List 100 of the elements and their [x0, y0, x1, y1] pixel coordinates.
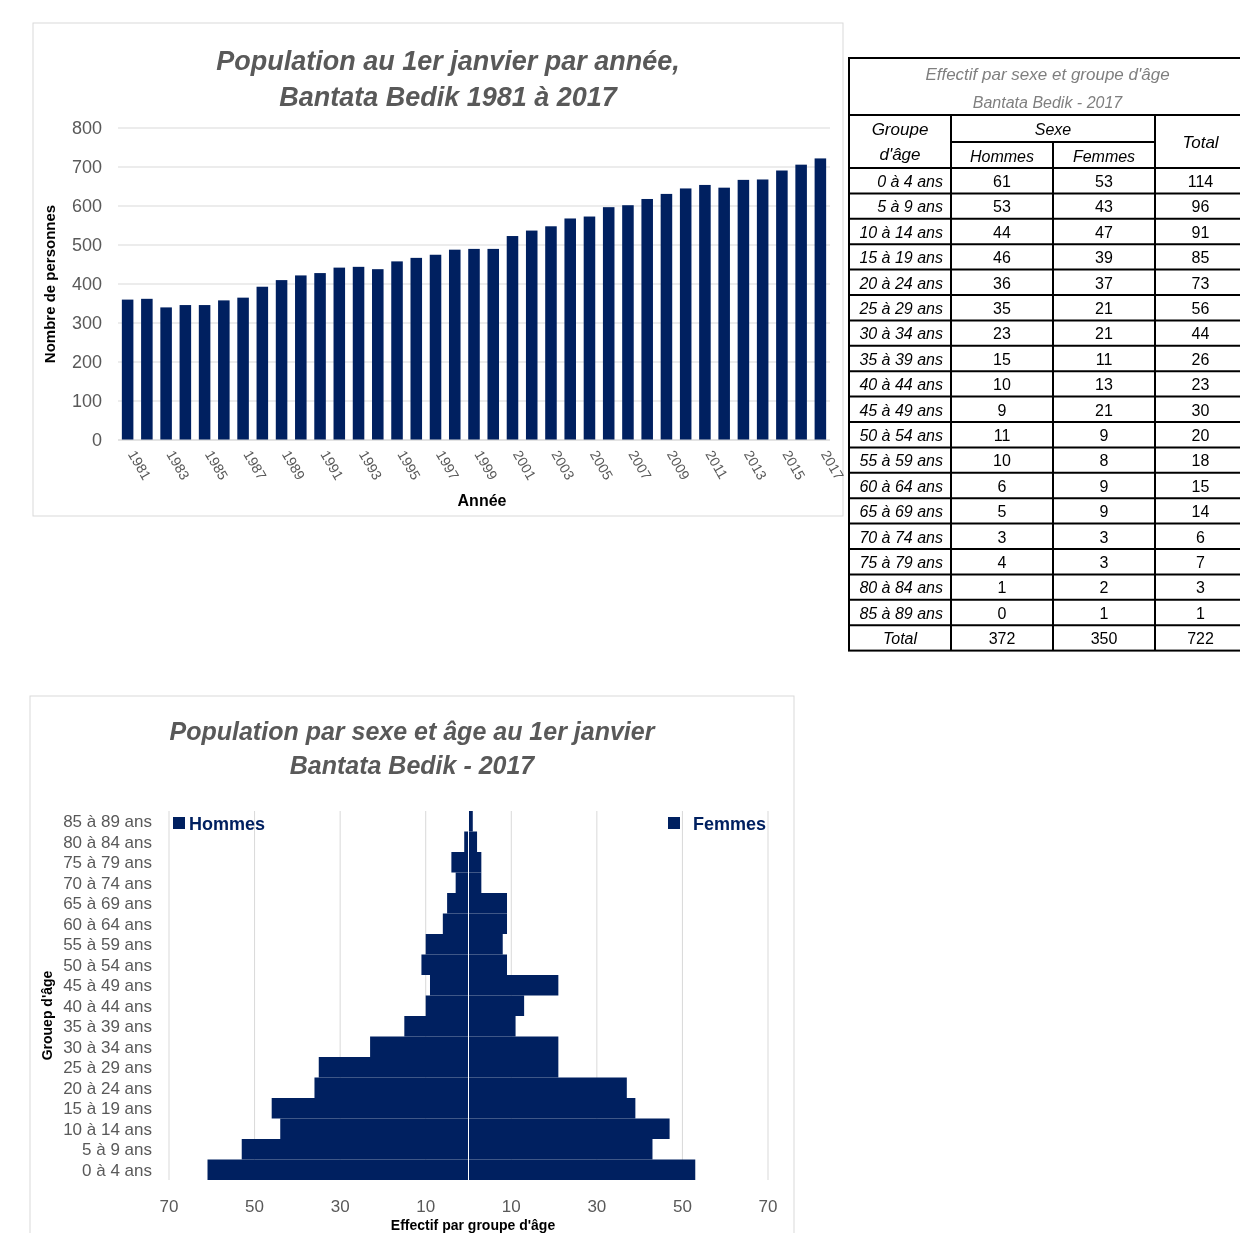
data-label: 3 — [1196, 579, 1206, 597]
category-label: 50 à 54 ans — [859, 427, 943, 444]
data-label: 85 — [1191, 249, 1210, 267]
bar — [448, 249, 461, 440]
legend-label: Hommes — [189, 814, 266, 834]
series-label: Hommes — [969, 148, 1035, 165]
data-label: 44 — [1191, 325, 1210, 343]
y-axis-title: Grouep d'âge — [39, 970, 55, 1061]
bar — [410, 257, 423, 440]
text: Groupe d'âge — [871, 120, 929, 164]
x-tick-label: 70 — [758, 1197, 778, 1216]
x-tick-label: 30 — [330, 1197, 350, 1216]
bar — [275, 280, 288, 440]
data-label: 9 — [1099, 503, 1109, 521]
text: 372 — [988, 630, 1016, 648]
y-tick-label: 75 à 79 ans — [63, 853, 152, 873]
category-label: 20 à 24 ans — [858, 274, 943, 292]
y-axis-title: Nombre de personnes — [41, 204, 58, 364]
y-tick-label: 70 à 74 ans — [63, 873, 152, 893]
y-tick-label: 200 — [71, 352, 102, 372]
bar — [352, 266, 365, 440]
bar — [391, 261, 403, 440]
data-label: 3 — [1099, 554, 1109, 571]
data-label: 1 — [1099, 604, 1109, 622]
text: Total — [882, 630, 918, 648]
x-tick-label: 10 — [501, 1197, 521, 1216]
bar — [660, 193, 673, 440]
data-label: 11 — [1095, 350, 1113, 368]
data-label: 7 — [1196, 554, 1206, 571]
category-label: 70 à 74 ans — [859, 528, 943, 546]
y-tick-label: 0 à 4 ans — [82, 1160, 152, 1180]
bar — [179, 305, 192, 440]
y-tick-label: 85 à 89 ans — [63, 812, 152, 832]
data-label: 4 — [997, 554, 1007, 571]
category-label: 40 à 44 ans — [859, 376, 943, 394]
data-label: 1 — [1196, 604, 1206, 622]
bar — [468, 248, 480, 440]
data-label: 2 — [1099, 579, 1109, 597]
bar — [256, 286, 269, 440]
data-label: 96 — [1191, 198, 1210, 216]
bar — [622, 205, 634, 440]
category-label: 85 à 89 ans — [859, 604, 943, 622]
bar — [583, 216, 596, 440]
data-label: 23 — [1191, 376, 1210, 394]
bar — [737, 179, 750, 440]
chart-subtitle: Bantata Bedik 1981 à 2017 — [279, 82, 619, 113]
data-label: 9 — [1099, 477, 1109, 495]
y-tick-label: 55 à 59 ans — [63, 935, 152, 955]
bar — [372, 269, 384, 440]
bar — [756, 179, 769, 440]
bar — [525, 230, 538, 440]
y-tick-label: 100 — [71, 391, 102, 411]
data-label: 53 — [993, 198, 1011, 216]
data-label: 43 — [1095, 198, 1113, 216]
category-label: 65 à 69 ans — [859, 503, 943, 521]
bar — [776, 170, 788, 440]
y-tick-label: 500 — [71, 235, 102, 255]
bar — [506, 236, 519, 440]
category-label: 35 à 39 ans — [859, 350, 943, 368]
data-label: 44 — [993, 223, 1011, 241]
legend-label: Femmes — [692, 814, 766, 834]
y-tick-label: 80 à 84 ans — [63, 832, 152, 852]
data-label: 6 — [1196, 528, 1206, 546]
data-label: 5 — [997, 503, 1007, 521]
y-tick-label: 60 à 64 ans — [63, 914, 152, 934]
bar — [699, 184, 711, 440]
bar — [564, 218, 576, 440]
data-label: 37 — [1095, 274, 1113, 292]
data-label: 46 — [993, 249, 1011, 267]
x-tick-label: 10 — [416, 1197, 436, 1216]
data-label: 26 — [1191, 350, 1210, 368]
y-tick-label: 800 — [71, 118, 102, 138]
chart-title: Population par sexe et âge au 1er janvier — [169, 717, 656, 745]
category-label: 75 à 79 ans — [859, 554, 943, 571]
y-tick-label: 15 à 19 ans — [63, 1099, 152, 1119]
data-label: 35 — [993, 300, 1011, 317]
data-label: 18 — [1191, 452, 1210, 470]
x-tick-label: 50 — [245, 1197, 265, 1216]
bar — [295, 275, 307, 440]
bar — [641, 198, 653, 440]
data-label: 3 — [1099, 528, 1109, 546]
data-label: 15 — [993, 350, 1011, 368]
bar — [237, 297, 249, 440]
y-tick-label: 600 — [71, 196, 102, 216]
data-label: 9 — [997, 401, 1007, 419]
category-label: 55 à 59 ans — [859, 452, 943, 470]
bar — [198, 305, 211, 440]
bar — [545, 226, 557, 440]
category-label: 0 à 4 ans — [877, 173, 943, 190]
data-label: 56 — [1191, 300, 1210, 317]
bar — [160, 307, 172, 440]
text: Femmes — [1072, 148, 1136, 165]
data-label: 21 — [1095, 325, 1113, 343]
category-label: 45 à 49 ans — [859, 401, 943, 419]
data-label: 30 — [1191, 401, 1210, 419]
y-tick-label: 20 à 24 ans — [63, 1078, 152, 1098]
data-label: 8 — [1099, 452, 1109, 470]
data-label: 114 — [1187, 173, 1214, 190]
text: 350 — [1090, 630, 1118, 648]
y-tick-label: 400 — [71, 274, 102, 294]
